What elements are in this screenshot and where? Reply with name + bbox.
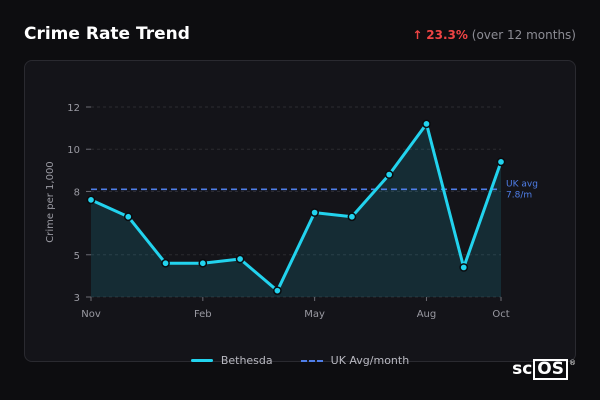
data-points bbox=[86, 119, 506, 296]
data-point[interactable] bbox=[161, 258, 170, 268]
legend-item-uk-average[interactable]: UK Avg/month bbox=[300, 354, 410, 367]
data-point[interactable] bbox=[273, 286, 282, 296]
legend-item-bethesda[interactable]: Bethesda bbox=[190, 354, 273, 367]
data-point[interactable] bbox=[123, 212, 133, 222]
logo-boxed: OS bbox=[533, 359, 568, 380]
x-tick-label: Feb bbox=[194, 309, 212, 320]
y-axis-ticks: 3 5 8 10 12 bbox=[67, 103, 91, 304]
uk-average-value-label: 7.8/m bbox=[506, 190, 532, 200]
data-point[interactable] bbox=[459, 263, 469, 272]
x-tick-label: Oct bbox=[492, 309, 509, 320]
legend-swatch-line bbox=[190, 359, 213, 362]
series-line-bethesda bbox=[89, 122, 503, 293]
x-tick-label: Nov bbox=[81, 309, 101, 320]
data-point[interactable] bbox=[422, 119, 431, 129]
logo-prefix: sc bbox=[512, 359, 533, 379]
chart-title: Crime Rate Trend bbox=[24, 24, 190, 44]
uk-average-label: UK avg bbox=[506, 179, 538, 189]
legend: Bethesda UK Avg/month bbox=[0, 354, 600, 367]
data-point[interactable] bbox=[310, 208, 319, 217]
change-period: (over 12 months) bbox=[471, 28, 576, 42]
y-tick-label: 10 bbox=[67, 145, 80, 156]
trend-up-icon: ↑ bbox=[412, 28, 423, 42]
scos-logo: sc OS ® bbox=[512, 359, 576, 380]
change-percent: 23.3% bbox=[426, 28, 468, 42]
y-axis-label: Crime per 1,000 bbox=[45, 161, 56, 242]
y-tick-label: 3 bbox=[74, 293, 80, 304]
x-tick-label: Aug bbox=[417, 309, 437, 320]
data-point[interactable] bbox=[496, 157, 506, 167]
series-area-bethesda bbox=[91, 123, 501, 298]
data-point[interactable] bbox=[347, 212, 357, 222]
y-tick-label: 12 bbox=[67, 103, 80, 114]
legend-label-bethesda: Bethesda bbox=[220, 354, 273, 367]
data-point[interactable] bbox=[384, 170, 394, 179]
legend-label-uk-average: UK Avg/month bbox=[330, 354, 410, 367]
data-point[interactable] bbox=[198, 258, 208, 268]
y-tick-label: 8 bbox=[74, 187, 80, 198]
x-tick-label: May bbox=[304, 309, 325, 320]
data-point[interactable] bbox=[235, 254, 245, 264]
x-axis-ticks: Nov Feb May Aug Oct bbox=[81, 297, 510, 320]
data-point[interactable] bbox=[86, 195, 96, 205]
y-tick-label: 5 bbox=[74, 251, 80, 262]
change-indicator: ↑ 23.3% (over 12 months) bbox=[412, 28, 576, 42]
legend-swatch-dashed bbox=[300, 359, 323, 362]
logo-registered-mark: ® bbox=[569, 359, 576, 367]
